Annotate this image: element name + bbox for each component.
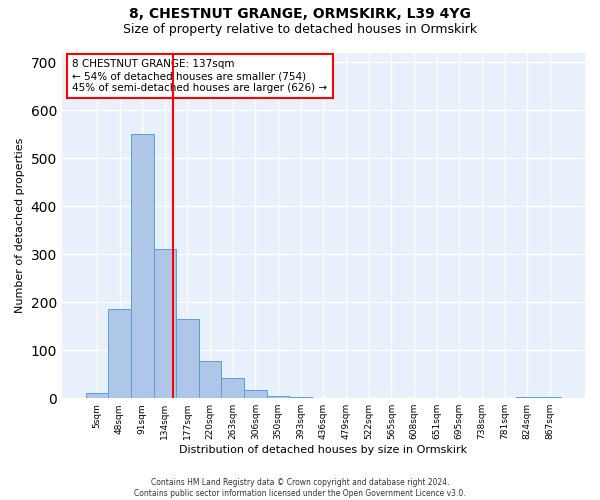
Text: Contains HM Land Registry data © Crown copyright and database right 2024.
Contai: Contains HM Land Registry data © Crown c… [134, 478, 466, 498]
Bar [221, 378, 244, 398]
Text: Size of property relative to detached houses in Ormskirk: Size of property relative to detached ho… [123, 22, 477, 36]
Bar [86, 394, 108, 398]
Bar [154, 250, 176, 398]
Y-axis label: Number of detached properties: Number of detached properties [15, 138, 25, 313]
Text: 8 CHESTNUT GRANGE: 137sqm
← 54% of detached houses are smaller (754)
45% of semi: 8 CHESTNUT GRANGE: 137sqm ← 54% of detac… [72, 60, 328, 92]
Bar [131, 134, 154, 398]
Bar [267, 396, 289, 398]
Bar [199, 361, 221, 398]
Bar [516, 397, 539, 398]
Bar [176, 319, 199, 398]
X-axis label: Distribution of detached houses by size in Ormskirk: Distribution of detached houses by size … [179, 445, 467, 455]
Bar [108, 310, 131, 398]
Bar [244, 390, 267, 398]
Bar [289, 397, 312, 398]
Text: 8, CHESTNUT GRANGE, ORMSKIRK, L39 4YG: 8, CHESTNUT GRANGE, ORMSKIRK, L39 4YG [129, 8, 471, 22]
Bar [539, 397, 561, 398]
